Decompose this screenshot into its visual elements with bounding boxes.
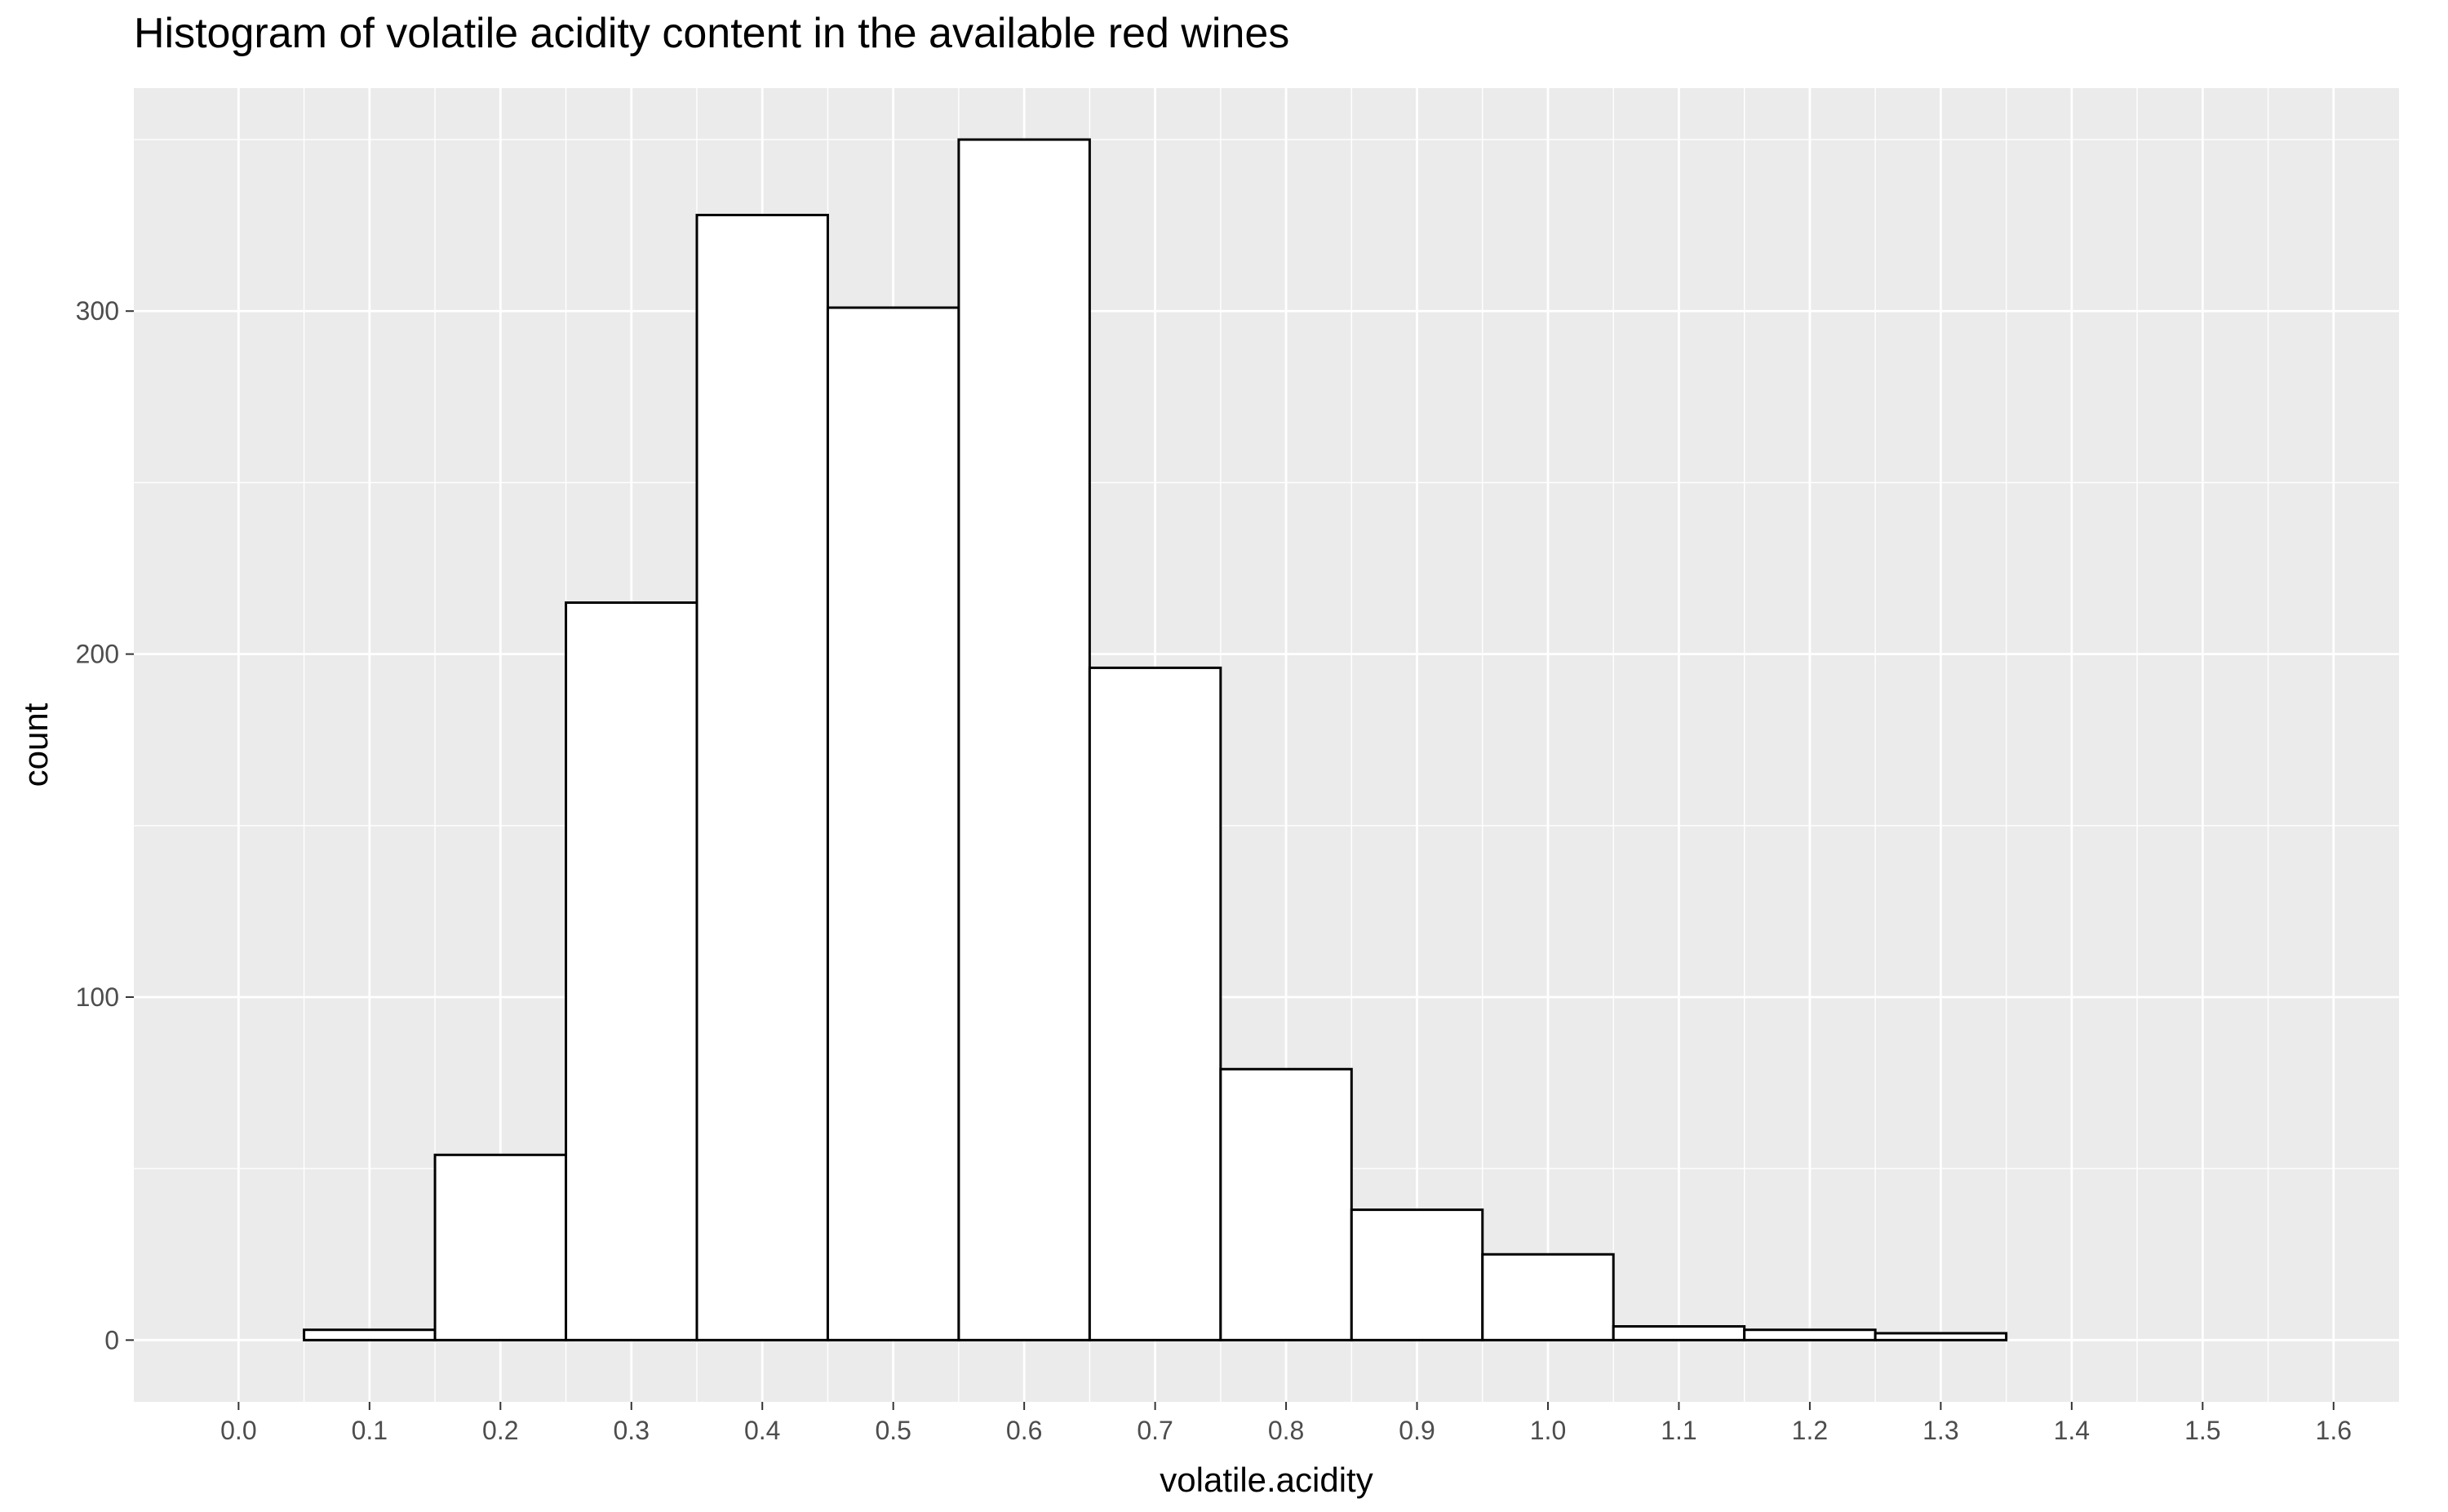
x-tick-label: 1.3 [1922,1416,1958,1445]
histogram-bars [303,138,2008,1341]
histogram-bar [826,306,960,1341]
histogram-bar [1350,1208,1484,1341]
histogram-bar [1219,1067,1353,1341]
x-tick-label: 0.6 [1006,1416,1042,1445]
histogram-bar [1481,1253,1615,1341]
x-tick-label: 0.4 [744,1416,780,1445]
x-tick-label: 0.0 [220,1416,256,1445]
histogram-bar [433,1153,568,1341]
x-tick-label: 1.2 [1792,1416,1828,1445]
histogram-bar [695,214,829,1341]
y-tick-label: 200 [76,640,119,669]
x-tick-label: 0.1 [352,1416,388,1445]
x-tick-label: 1.4 [2054,1416,2090,1445]
histogram-bar [1743,1328,1877,1341]
x-tick-label: 0.2 [482,1416,518,1445]
x-tick-label: 0.3 [614,1416,650,1445]
histogram-bar [957,138,1091,1341]
y-tick-label: 300 [76,296,119,326]
y-axis: 0 100 200 300 [76,296,134,1355]
histogram-bar [303,1328,437,1341]
x-tick-label: 0.7 [1137,1416,1173,1445]
y-axis-title: count [16,703,55,787]
x-axis: 0.0 0.1 0.2 0.3 0.4 0.5 0.6 0.7 0.8 0.9 1.0 1.1 1.2 1… [220,1402,2352,1445]
x-tick-label: 0.5 [875,1416,911,1445]
x-tick-label: 1.5 [2184,1416,2220,1445]
histogram-bar [565,601,698,1341]
histogram-bar [1874,1332,2008,1341]
x-tick-label: 0.8 [1268,1416,1304,1445]
x-tick-label: 0.9 [1399,1416,1435,1445]
histogram-bar [1088,666,1222,1341]
x-tick-label: 1.6 [2316,1416,2352,1445]
x-tick-label: 1.0 [1530,1416,1566,1445]
y-tick-label: 100 [76,982,119,1012]
histogram-bar [1612,1325,1746,1341]
x-axis-title: volatile.acidity [1160,1461,1373,1499]
chart-title: Histogram of volatile acidity content in… [134,10,1290,57]
y-tick-label: 0 [104,1325,119,1355]
x-tick-label: 1.1 [1661,1416,1696,1445]
